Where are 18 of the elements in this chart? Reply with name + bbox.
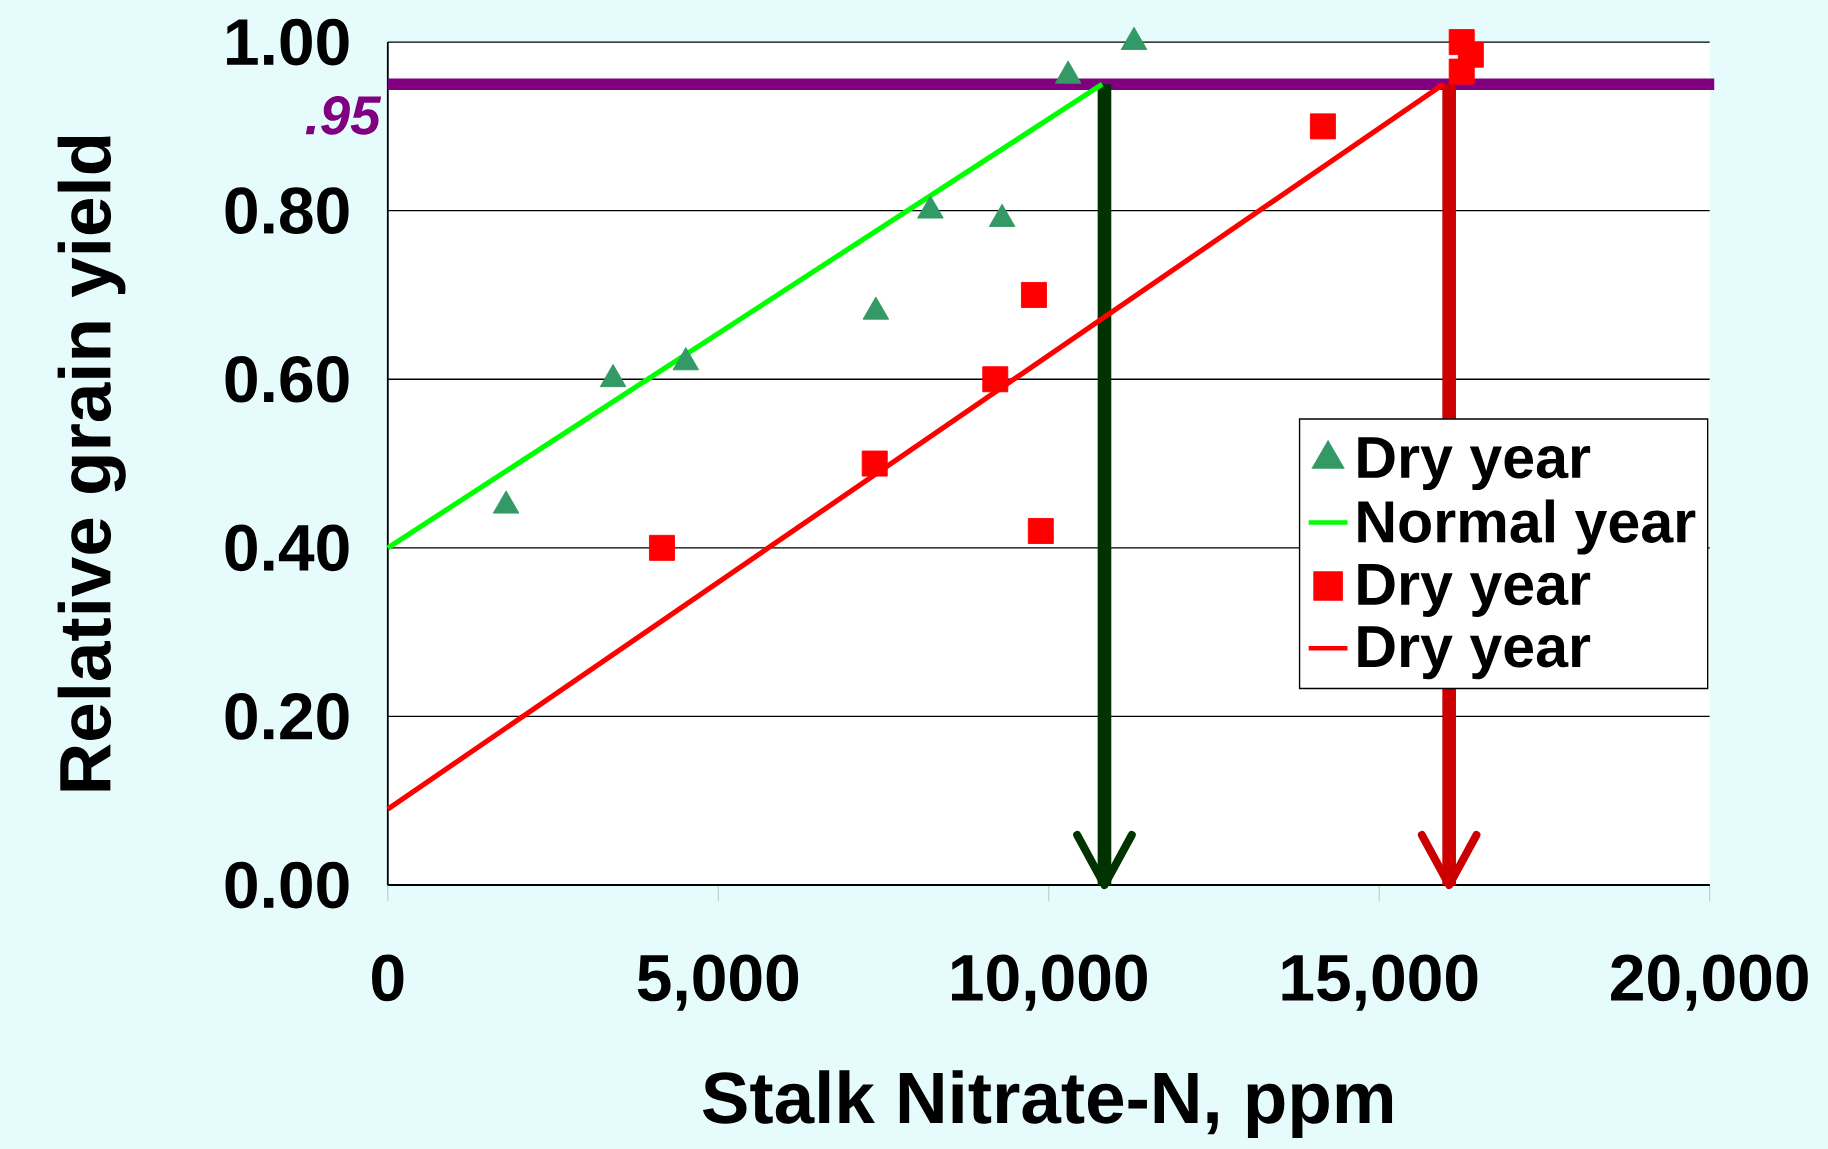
x-axis-title: Stalk Nitrate-N, ppm xyxy=(702,1070,1393,1139)
legend-label: Dry year xyxy=(1358,437,1591,491)
legend-label: Dry year xyxy=(1358,563,1591,617)
y-axis-title: Relative grain yield xyxy=(57,136,126,791)
y-tick-label: 0.00 xyxy=(225,861,349,909)
legend-label: Dry year xyxy=(1358,626,1591,680)
y-tick-label: 0.60 xyxy=(225,355,349,403)
x-tick-label: 0 xyxy=(372,954,404,1002)
x-tick-label: 10,000 xyxy=(951,954,1147,1011)
y-tick-label: 0.40 xyxy=(225,524,349,572)
legend-label: Normal year xyxy=(1358,499,1696,555)
y-tick-label: 1.00 xyxy=(227,18,349,66)
y-tick-label: 0.20 xyxy=(225,693,349,740)
y-tick-label: 0.80 xyxy=(225,187,349,235)
x-tick-label: 20,000 xyxy=(1611,954,1808,1011)
ref-line-label: .95 xyxy=(305,96,382,135)
x-tick-label: 15,000 xyxy=(1282,954,1478,1011)
x-tick-label: 5,000 xyxy=(637,954,799,1011)
